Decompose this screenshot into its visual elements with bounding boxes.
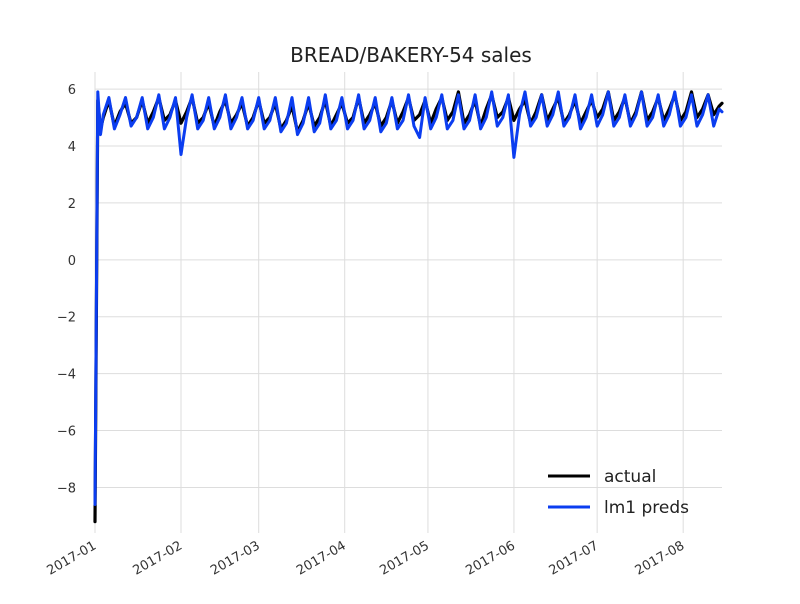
series-line-lm1-preds [93,90,724,506]
x-tick-label: 2017-05 [377,538,432,578]
x-tick-label: 2017-02 [130,538,185,578]
y-tick-label: −8 [57,481,76,496]
y-tick-label: 2 [68,197,76,212]
x-tick-label: 2017-03 [208,538,263,578]
y-tick-label: −4 [57,368,76,383]
legend-label-lm1-preds: lm1 preds [604,498,689,518]
chart-title: BREAD/BAKERY-54 sales [290,43,532,67]
legend-label-actual: actual [604,467,656,487]
y-tick-label: 4 [68,140,76,155]
series-lines [93,90,724,524]
y-tick-label: −2 [57,311,76,326]
series-line-actual [93,90,724,524]
x-axis-ticks: 2017-01 2017-02 2017-03 2017-04 2017-05 2017-… [44,538,687,578]
x-tick-label: 2017-07 [547,538,602,578]
x-tick-label: 2017-06 [463,538,518,578]
y-tick-label: −6 [57,425,76,440]
y-axis-ticks: 6 4 2 0 −2 −4 −6 −8 [57,83,76,496]
y-tick-label: 0 [68,254,76,269]
gridlines [94,72,722,533]
legend: actual lm1 preds [548,467,689,518]
x-tick-label: 2017-08 [633,538,688,578]
x-tick-label: 2017-01 [44,538,99,578]
x-tick-label: 2017-04 [294,538,349,578]
y-tick-label: 6 [68,83,76,98]
